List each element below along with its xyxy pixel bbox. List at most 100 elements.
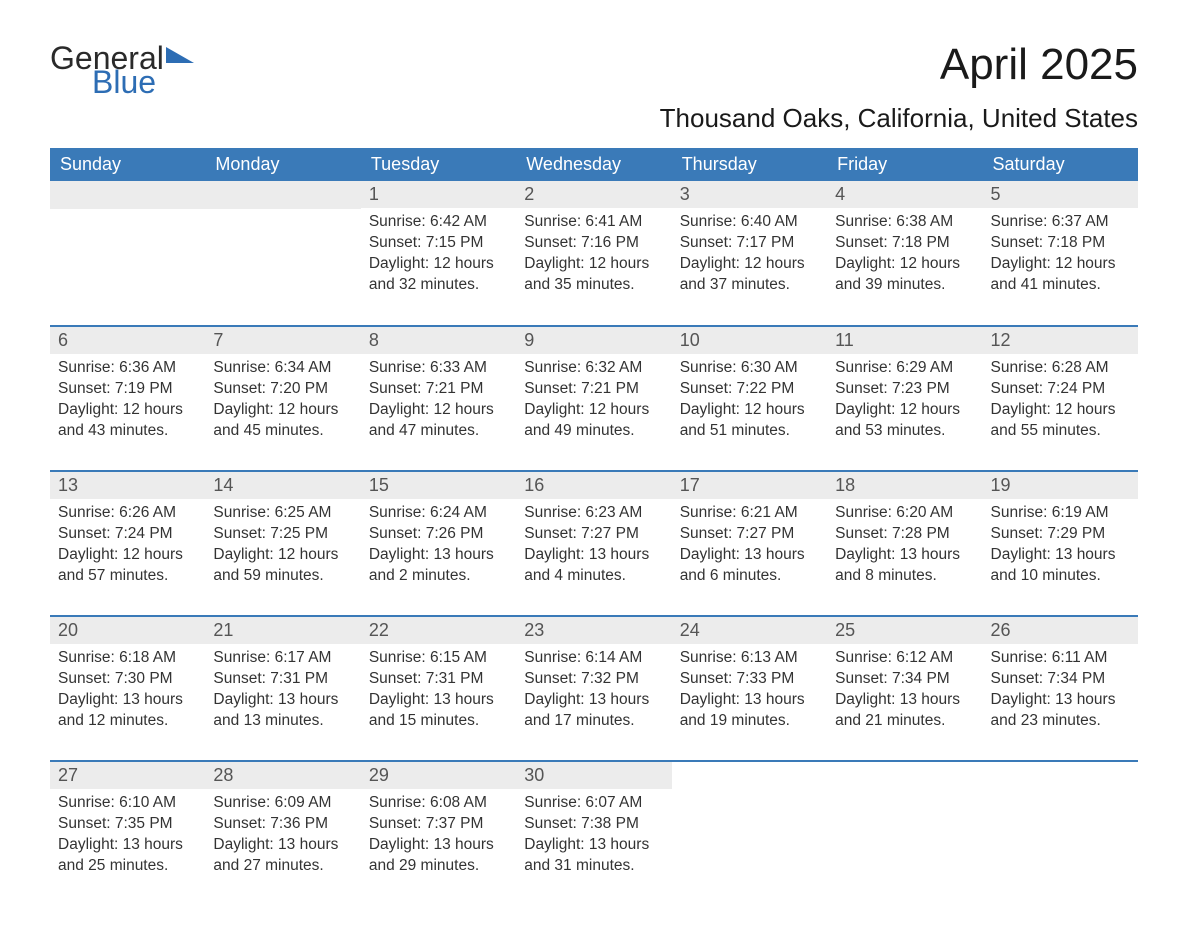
sunset-text: Sunset: 7:22 PM [680, 379, 819, 400]
calendar-row: 6Sunrise: 6:36 AMSunset: 7:19 PMDaylight… [50, 326, 1138, 471]
sunrise-text: Sunrise: 6:08 AM [369, 793, 508, 814]
sunrise-text: Sunrise: 6:12 AM [835, 648, 974, 669]
sunset-text: Sunset: 7:15 PM [369, 233, 508, 254]
day-info: Sunrise: 6:38 AMSunset: 7:18 PMDaylight:… [827, 208, 982, 304]
sunset-text: Sunset: 7:21 PM [524, 379, 663, 400]
sunset-text: Sunset: 7:24 PM [991, 379, 1130, 400]
weekday-header: Friday [827, 148, 982, 181]
logo-flag-icon [166, 40, 194, 77]
sunset-text: Sunset: 7:34 PM [991, 669, 1130, 690]
calendar-cell: 18Sunrise: 6:20 AMSunset: 7:28 PMDayligh… [827, 471, 982, 616]
sunrise-text: Sunrise: 6:24 AM [369, 503, 508, 524]
day-info: Sunrise: 6:07 AMSunset: 7:38 PMDaylight:… [516, 789, 671, 885]
day-number: 30 [516, 762, 671, 789]
calendar-cell: 8Sunrise: 6:33 AMSunset: 7:21 PMDaylight… [361, 326, 516, 471]
day-info: Sunrise: 6:10 AMSunset: 7:35 PMDaylight:… [50, 789, 205, 885]
day-info: Sunrise: 6:32 AMSunset: 7:21 PMDaylight:… [516, 354, 671, 450]
sunrise-text: Sunrise: 6:14 AM [524, 648, 663, 669]
calendar-cell: 5Sunrise: 6:37 AMSunset: 7:18 PMDaylight… [983, 181, 1138, 326]
sunset-text: Sunset: 7:32 PM [524, 669, 663, 690]
daylight-text: Daylight: 12 hours and 41 minutes. [991, 254, 1130, 296]
calendar-cell: 26Sunrise: 6:11 AMSunset: 7:34 PMDayligh… [983, 616, 1138, 761]
sunset-text: Sunset: 7:17 PM [680, 233, 819, 254]
daylight-text: Daylight: 13 hours and 6 minutes. [680, 545, 819, 587]
sunrise-text: Sunrise: 6:10 AM [58, 793, 197, 814]
sunset-text: Sunset: 7:21 PM [369, 379, 508, 400]
calendar-cell: 2Sunrise: 6:41 AMSunset: 7:16 PMDaylight… [516, 181, 671, 326]
sunset-text: Sunset: 7:37 PM [369, 814, 508, 835]
sunrise-text: Sunrise: 6:11 AM [991, 648, 1130, 669]
calendar-cell [205, 181, 360, 326]
sunset-text: Sunset: 7:31 PM [369, 669, 508, 690]
day-number: 8 [361, 327, 516, 354]
calendar-cell: 23Sunrise: 6:14 AMSunset: 7:32 PMDayligh… [516, 616, 671, 761]
calendar-cell [983, 761, 1138, 906]
daylight-text: Daylight: 13 hours and 31 minutes. [524, 835, 663, 877]
daylight-text: Daylight: 12 hours and 53 minutes. [835, 400, 974, 442]
sunrise-text: Sunrise: 6:41 AM [524, 212, 663, 233]
day-number: 18 [827, 472, 982, 499]
daylight-text: Daylight: 13 hours and 10 minutes. [991, 545, 1130, 587]
daylight-text: Daylight: 13 hours and 8 minutes. [835, 545, 974, 587]
sunrise-text: Sunrise: 6:30 AM [680, 358, 819, 379]
day-number: 17 [672, 472, 827, 499]
day-number: 5 [983, 181, 1138, 208]
sunrise-text: Sunrise: 6:23 AM [524, 503, 663, 524]
calendar-row: 20Sunrise: 6:18 AMSunset: 7:30 PMDayligh… [50, 616, 1138, 761]
daylight-text: Daylight: 13 hours and 17 minutes. [524, 690, 663, 732]
day-number: 1 [361, 181, 516, 208]
daylight-text: Daylight: 12 hours and 51 minutes. [680, 400, 819, 442]
calendar-cell: 16Sunrise: 6:23 AMSunset: 7:27 PMDayligh… [516, 471, 671, 616]
daylight-text: Daylight: 13 hours and 27 minutes. [213, 835, 352, 877]
sunset-text: Sunset: 7:19 PM [58, 379, 197, 400]
calendar-row: 13Sunrise: 6:26 AMSunset: 7:24 PMDayligh… [50, 471, 1138, 616]
calendar-cell: 14Sunrise: 6:25 AMSunset: 7:25 PMDayligh… [205, 471, 360, 616]
day-number: 28 [205, 762, 360, 789]
sunrise-text: Sunrise: 6:32 AM [524, 358, 663, 379]
day-number: 3 [672, 181, 827, 208]
location-label: Thousand Oaks, California, United States [50, 103, 1138, 134]
calendar-cell: 29Sunrise: 6:08 AMSunset: 7:37 PMDayligh… [361, 761, 516, 906]
sunrise-text: Sunrise: 6:13 AM [680, 648, 819, 669]
sunrise-text: Sunrise: 6:07 AM [524, 793, 663, 814]
daylight-text: Daylight: 12 hours and 35 minutes. [524, 254, 663, 296]
daylight-text: Daylight: 12 hours and 43 minutes. [58, 400, 197, 442]
calendar-cell: 1Sunrise: 6:42 AMSunset: 7:15 PMDaylight… [361, 181, 516, 326]
calendar-cell: 10Sunrise: 6:30 AMSunset: 7:22 PMDayligh… [672, 326, 827, 471]
calendar-cell: 24Sunrise: 6:13 AMSunset: 7:33 PMDayligh… [672, 616, 827, 761]
day-info: Sunrise: 6:09 AMSunset: 7:36 PMDaylight:… [205, 789, 360, 885]
sunset-text: Sunset: 7:25 PM [213, 524, 352, 545]
calendar-cell: 27Sunrise: 6:10 AMSunset: 7:35 PMDayligh… [50, 761, 205, 906]
day-number: 20 [50, 617, 205, 644]
calendar-row: 1Sunrise: 6:42 AMSunset: 7:15 PMDaylight… [50, 181, 1138, 326]
day-info: Sunrise: 6:21 AMSunset: 7:27 PMDaylight:… [672, 499, 827, 595]
sunrise-text: Sunrise: 6:36 AM [58, 358, 197, 379]
calendar-cell: 17Sunrise: 6:21 AMSunset: 7:27 PMDayligh… [672, 471, 827, 616]
day-info: Sunrise: 6:14 AMSunset: 7:32 PMDaylight:… [516, 644, 671, 740]
calendar-cell: 25Sunrise: 6:12 AMSunset: 7:34 PMDayligh… [827, 616, 982, 761]
daylight-text: Daylight: 13 hours and 12 minutes. [58, 690, 197, 732]
calendar-cell: 13Sunrise: 6:26 AMSunset: 7:24 PMDayligh… [50, 471, 205, 616]
calendar-row: 27Sunrise: 6:10 AMSunset: 7:35 PMDayligh… [50, 761, 1138, 906]
sunrise-text: Sunrise: 6:37 AM [991, 212, 1130, 233]
day-info: Sunrise: 6:29 AMSunset: 7:23 PMDaylight:… [827, 354, 982, 450]
day-info: Sunrise: 6:20 AMSunset: 7:28 PMDaylight:… [827, 499, 982, 595]
sunset-text: Sunset: 7:34 PM [835, 669, 974, 690]
day-number: 26 [983, 617, 1138, 644]
day-info: Sunrise: 6:42 AMSunset: 7:15 PMDaylight:… [361, 208, 516, 304]
day-info: Sunrise: 6:26 AMSunset: 7:24 PMDaylight:… [50, 499, 205, 595]
day-info: Sunrise: 6:34 AMSunset: 7:20 PMDaylight:… [205, 354, 360, 450]
day-number: 15 [361, 472, 516, 499]
day-number: 6 [50, 327, 205, 354]
day-info: Sunrise: 6:25 AMSunset: 7:25 PMDaylight:… [205, 499, 360, 595]
day-number: 4 [827, 181, 982, 208]
sunset-text: Sunset: 7:23 PM [835, 379, 974, 400]
day-number: 23 [516, 617, 671, 644]
day-info: Sunrise: 6:13 AMSunset: 7:33 PMDaylight:… [672, 644, 827, 740]
day-number-empty [205, 181, 360, 209]
sunset-text: Sunset: 7:38 PM [524, 814, 663, 835]
weekday-header: Saturday [983, 148, 1138, 181]
calendar-cell: 6 Sunrise: 6:36 AMSunset: 7:19 PMDaylight… [50, 326, 205, 471]
day-number: 13 [50, 472, 205, 499]
day-number: 16 [516, 472, 671, 499]
